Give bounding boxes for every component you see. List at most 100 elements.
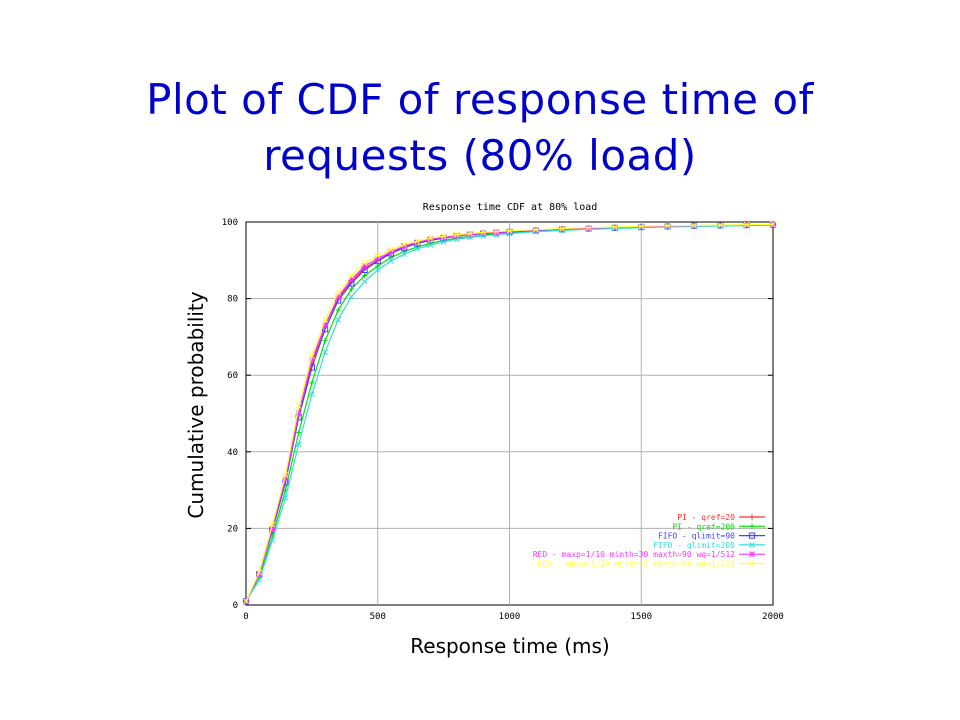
slide-title-line-2: requests (80% load) <box>263 131 697 180</box>
series-4-point <box>374 266 381 273</box>
series-4-point <box>295 441 302 448</box>
x-tick-label: 2000 <box>762 612 784 622</box>
series-6-point <box>440 233 447 240</box>
series-6 <box>243 221 776 605</box>
legend-entry-label: RED - maxp=1/10 minth=30 maxth=90 wq=1/5… <box>533 550 735 559</box>
series-2-point <box>375 263 381 269</box>
series-6-point <box>256 569 263 576</box>
legend-entry-marker <box>748 532 756 539</box>
series-2-point <box>348 286 354 292</box>
legend-entry-marker <box>749 551 755 558</box>
legend-entry-label: FIFO - qlimit=200 <box>653 541 735 550</box>
series-6-point <box>611 224 618 230</box>
series-6-point <box>335 289 342 296</box>
legend-entry-marker <box>749 523 755 529</box>
series-6-point <box>717 222 724 229</box>
series-5-point <box>414 239 421 246</box>
series-6-point <box>387 246 394 253</box>
series-6-point <box>361 260 368 266</box>
series-5-point <box>387 248 394 255</box>
series-5-point <box>256 571 263 578</box>
slide-title-line-1: Plot of CDF of response time of <box>146 75 814 124</box>
y-tick-label: 100 <box>222 218 238 228</box>
x-tick-label: 1500 <box>630 612 652 622</box>
grid <box>246 221 773 606</box>
series-5-point <box>348 276 355 283</box>
legend-entry-label: PI - qref=20 <box>677 513 735 522</box>
legend-entry-label: PI - qref=200 <box>672 522 735 531</box>
series-6-point <box>282 471 289 478</box>
series-5-point <box>322 322 329 329</box>
series-5-point <box>427 236 434 243</box>
series-4-point <box>414 245 421 252</box>
series-5-point <box>506 228 513 235</box>
series-5-point <box>335 293 342 300</box>
series-6-point <box>585 224 592 231</box>
series-6-point <box>269 521 276 528</box>
series-4-point <box>308 391 315 398</box>
series-6-point <box>427 235 434 242</box>
y-tick-label: 40 <box>227 448 238 458</box>
series-2-point <box>296 430 302 436</box>
legend-entry-marker <box>749 541 755 548</box>
series-6-point <box>401 241 408 248</box>
series-6-point <box>453 231 460 238</box>
series-4-point <box>322 349 329 356</box>
series-6-point <box>348 272 355 279</box>
series-4-point <box>269 536 276 543</box>
series-5-point <box>440 234 447 241</box>
series-5-point <box>467 231 473 238</box>
series-6-point <box>414 238 421 245</box>
x-tick-label: 1000 <box>499 612 521 622</box>
series-4-point <box>440 238 447 245</box>
series-2-point <box>322 338 328 344</box>
series-6-point <box>532 226 539 233</box>
x-tick-label: 500 <box>370 612 386 622</box>
series-6-point <box>374 252 381 259</box>
series-5-point <box>453 232 460 239</box>
series-5-point <box>282 475 289 482</box>
series-5-point <box>308 356 315 363</box>
series-2-point <box>335 307 341 313</box>
series-5-point <box>361 263 368 269</box>
series-5-point <box>493 229 500 236</box>
slide-title: Plot of CDF of response time of requests… <box>60 72 900 184</box>
series-6-point <box>743 221 750 228</box>
series-6-point <box>322 316 329 323</box>
legend-entry-label: FIFO - qlimit=90 <box>658 532 735 541</box>
y-tick-label: 20 <box>227 524 238 534</box>
legend-entry-marker <box>749 560 755 567</box>
series-4-point <box>387 258 394 265</box>
series-6-point <box>480 229 487 236</box>
y-tick-label: 60 <box>227 371 238 381</box>
series-5-point <box>480 230 487 237</box>
legend-entry-label: RED - maxp=1/20 minth=5 maxth=90 wq=1/12… <box>538 560 736 569</box>
series-6-point <box>559 225 566 232</box>
series-6-point <box>493 228 500 235</box>
series-2-point <box>309 380 315 386</box>
series-6-point <box>690 222 697 229</box>
series-6-point <box>506 227 513 234</box>
y-tick-label: 80 <box>227 295 238 305</box>
y-axis-caption: Cumulative probability <box>184 291 208 519</box>
series-5-point <box>269 525 276 532</box>
y-tick-label: 0 <box>233 601 238 611</box>
series-4-point <box>401 251 408 258</box>
series-6-point <box>295 402 302 409</box>
series-6-point <box>664 222 671 229</box>
x-tick-label: 0 <box>243 612 248 622</box>
tick-labels: 0 500 1000 1500 2000 0 20 40 60 80 100 <box>222 218 784 622</box>
series-6-point <box>638 223 645 230</box>
legend-entry-marker <box>749 514 755 520</box>
series-6-point <box>308 353 315 360</box>
series-6-point <box>770 221 776 228</box>
series-5-point <box>295 410 302 417</box>
series-6-point <box>243 598 249 605</box>
chart-title: Response time CDF at 80% load <box>423 202 598 213</box>
series-group <box>242 221 777 605</box>
series-4-point <box>348 293 355 300</box>
x-axis-caption: Response time (ms) <box>410 634 610 658</box>
series-5-point <box>401 243 408 250</box>
series-6-point <box>467 230 473 237</box>
